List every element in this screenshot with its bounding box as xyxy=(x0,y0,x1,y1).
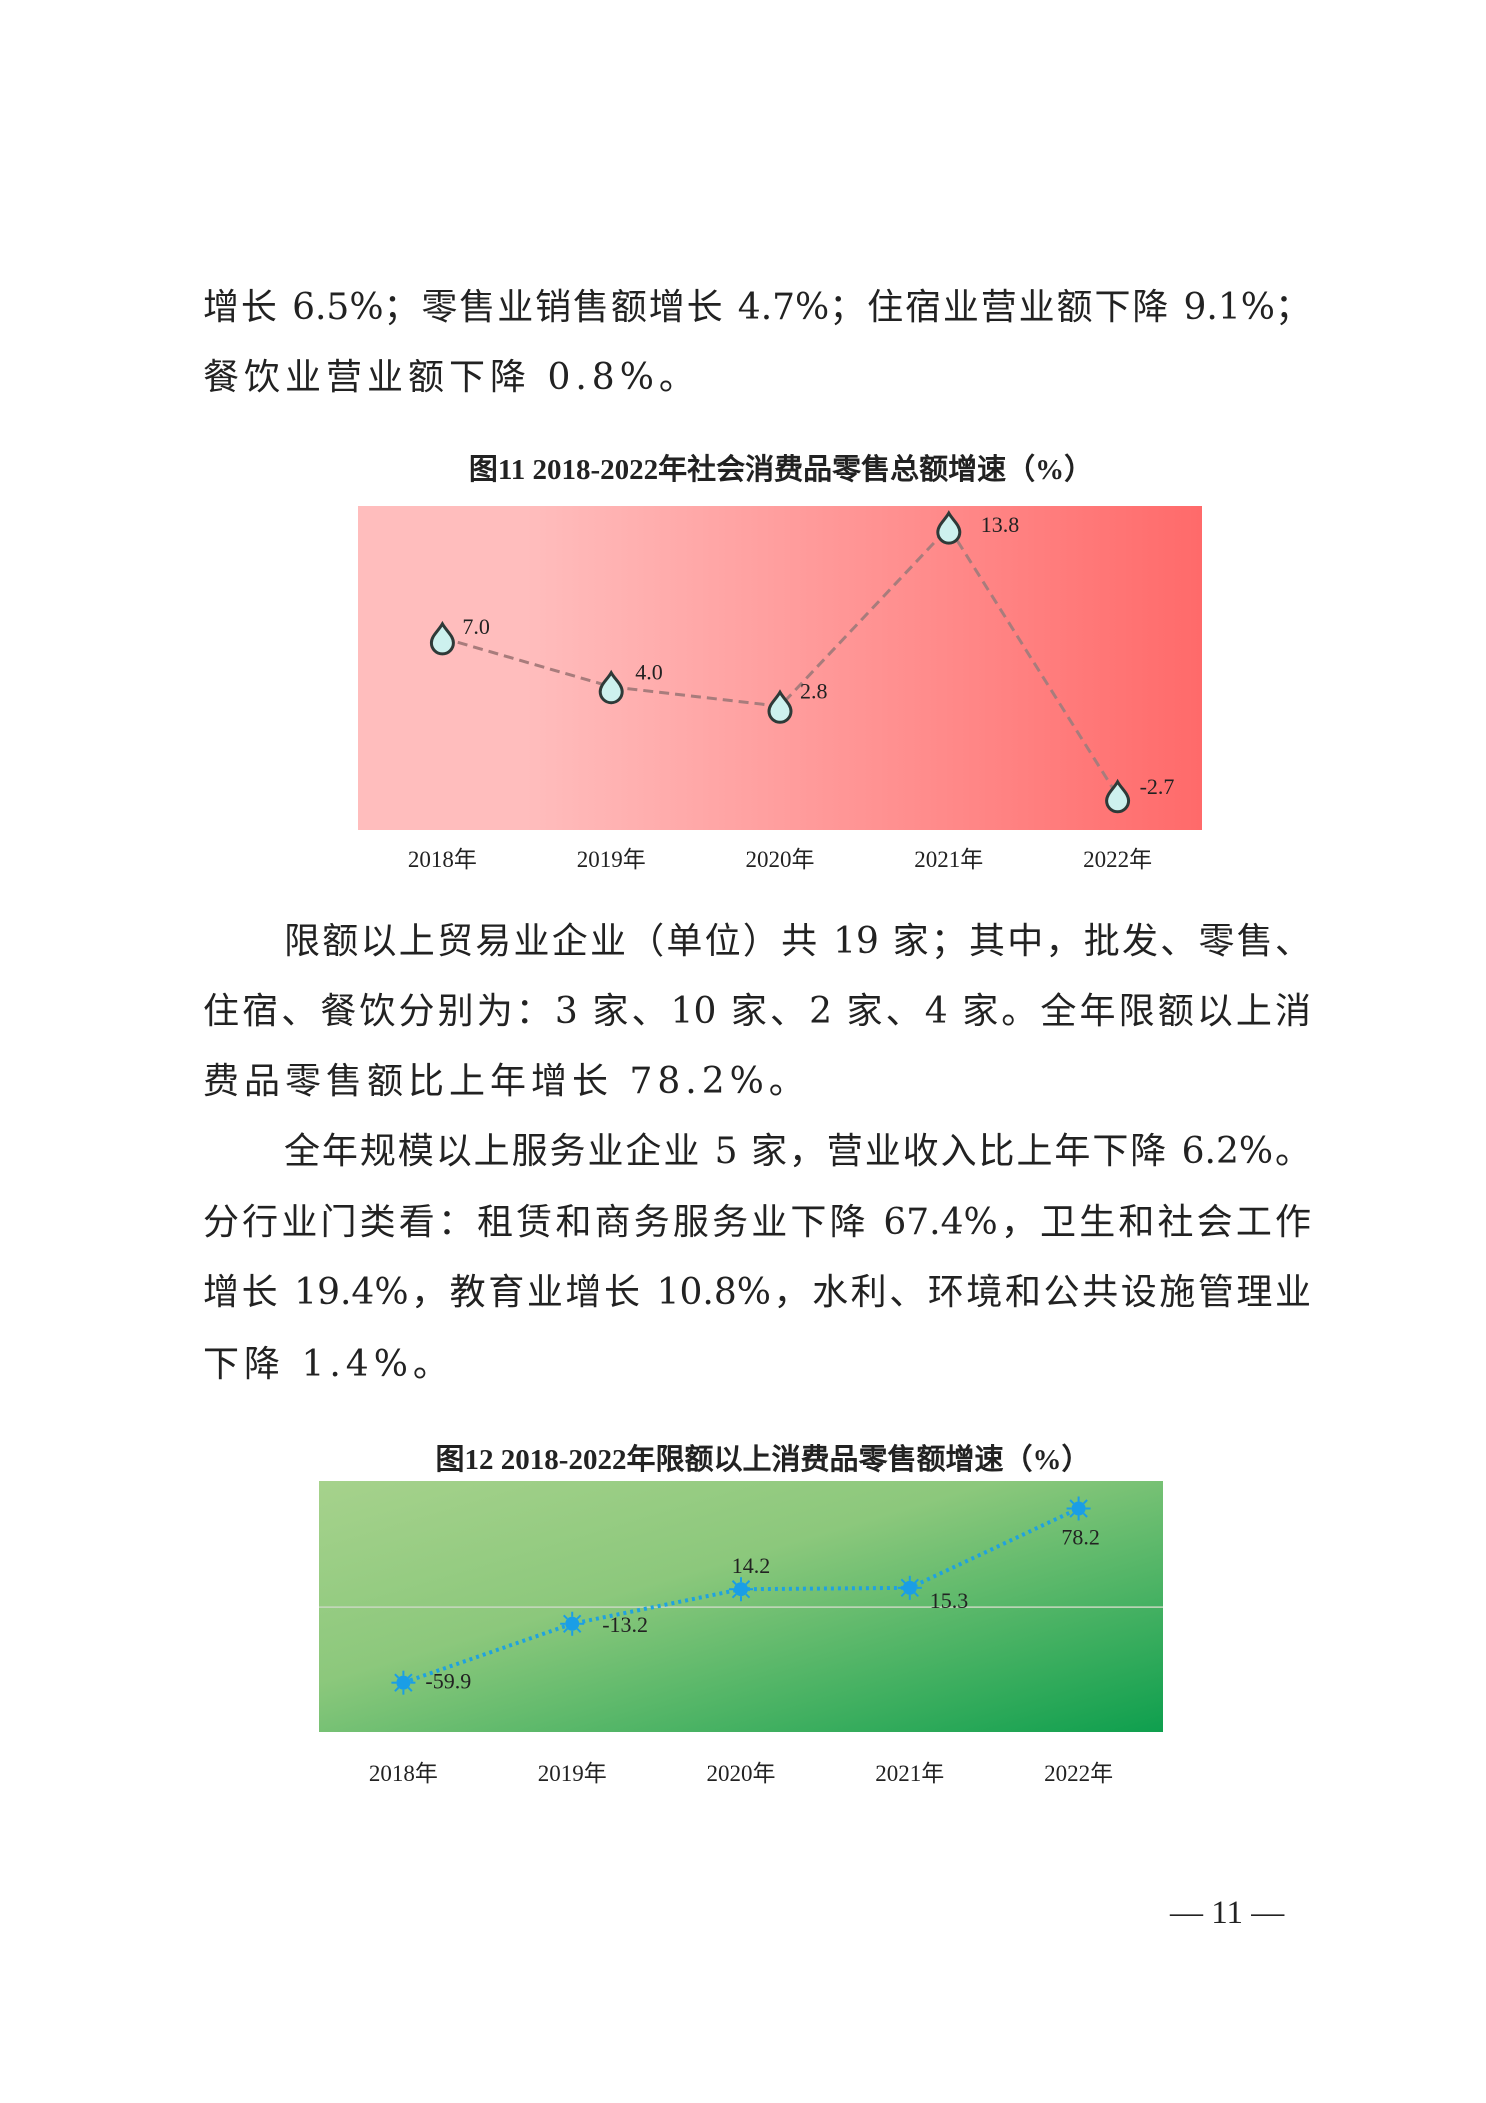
x-tick-label: 2020年 xyxy=(706,1761,776,1786)
data-label: 15.3 xyxy=(930,1588,969,1613)
x-tick-label: 2021年 xyxy=(914,847,984,872)
paragraph-line: 住宿、餐饮分别为：3 家、10 家、2 家、4 家。全年限额以上消 xyxy=(203,991,1311,1032)
data-label: -2.7 xyxy=(1140,774,1175,799)
plot-background xyxy=(358,506,1202,830)
data-point-sunburst xyxy=(391,1670,416,1695)
data-label: -59.9 xyxy=(425,1669,471,1694)
x-tick-label: 2022年 xyxy=(1044,1761,1114,1786)
data-point-droplet xyxy=(429,620,455,656)
data-label: 2.8 xyxy=(800,678,828,703)
x-tick-label: 2021年 xyxy=(875,1761,945,1786)
chart-svg: 7.0 4.0 2.8 13.8 -2.7 xyxy=(358,506,1202,830)
data-point-droplet xyxy=(936,510,962,545)
data-point-droplet xyxy=(598,669,624,705)
data-label: 4.0 xyxy=(635,660,663,685)
retail-sales-growth-chart: 7.0 4.0 2.8 13.8 -2.7 2018年 2019年 2020年 2021年 202… xyxy=(358,506,1202,872)
data-point-droplet xyxy=(1105,778,1131,814)
data-label: 78.2 xyxy=(1061,1524,1100,1549)
data-point-sunburst xyxy=(1066,1496,1091,1521)
data-point-sunburst xyxy=(897,1575,922,1600)
chart-title: 图11 2018-2022年社会消费品零售总额增速（%） xyxy=(468,454,1094,486)
data-label: 14.2 xyxy=(732,1553,771,1578)
paragraph-line: 限额以上贸易业企业（单位）共 19 家；其中，批发、零售、 xyxy=(284,921,1311,962)
paragraph-line: 增长 19.4%，教育业增长 10.8%，水利、环境和公共设施管理业 xyxy=(203,1272,1311,1313)
paragraph-line: 费品零售额比上年增长 78.2%。 xyxy=(203,1061,810,1102)
data-point-droplet xyxy=(767,689,793,724)
x-tick-label: 2019年 xyxy=(576,847,646,872)
data-label: -13.2 xyxy=(602,1612,648,1637)
paragraph-line: 分行业门类看：租赁和商务服务业下降 67.4%，卫生和社会工作 xyxy=(203,1202,1311,1243)
page-number: — 11 — xyxy=(1170,1895,1285,1931)
above-quota-retail-growth-chart: -59.9 -13.2 14.2 15.3 78.2 2018年 2019年 2020年 202… xyxy=(319,1481,1163,1786)
x-tick-label: 2018年 xyxy=(407,847,477,872)
chart-svg: -59.9 -13.2 14.2 15.3 78.2 xyxy=(319,1481,1163,1732)
paragraph-line: 餐饮业营业额下降 0.8%。 xyxy=(203,357,700,398)
data-label: 13.8 xyxy=(981,512,1020,537)
x-tick-label: 2018年 xyxy=(368,1761,438,1786)
paragraph-line: 全年规模以上服务业企业 5 家，营业收入比上年下降 6.2%。 xyxy=(284,1131,1311,1172)
data-label: 7.0 xyxy=(462,614,490,639)
x-tick-label: 2020年 xyxy=(745,847,815,872)
data-point-sunburst xyxy=(729,1577,753,1602)
paragraph-line: 增长 6.5%；零售业销售额增长 4.7%；住宿业营业额下降 9.1%； xyxy=(203,287,1311,328)
x-tick-label: 2019年 xyxy=(537,1761,607,1786)
chart-title: 图12 2018-2022年限额以上消费品零售额增速（%） xyxy=(435,1444,1091,1476)
x-tick-label: 2022年 xyxy=(1083,847,1153,872)
paragraph-line: 下降 1.4%。 xyxy=(203,1344,454,1385)
data-point-sunburst xyxy=(560,1611,585,1636)
